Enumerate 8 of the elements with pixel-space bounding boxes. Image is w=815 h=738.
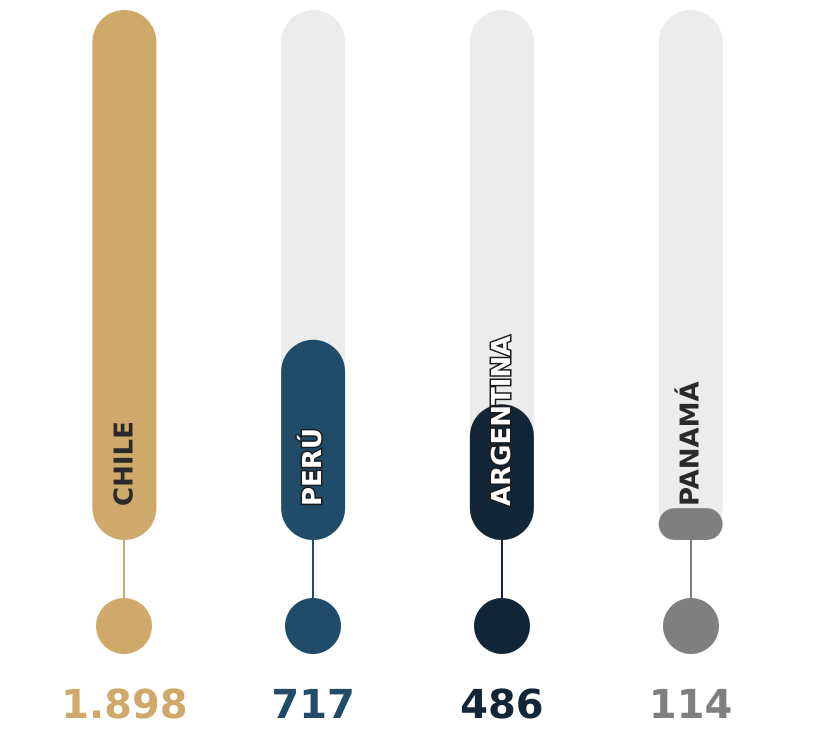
x-tick-label: ARGENTINA [486, 336, 517, 506]
x-tick-label: PERÚ [296, 428, 328, 506]
x-tick-label: CHILE [109, 421, 140, 506]
data-label: 717 [271, 682, 355, 728]
x-tick-label: PANAMÁ [674, 381, 706, 506]
data-label: 114 [648, 682, 732, 728]
data-label: 1.898 [61, 682, 188, 728]
data-label: 486 [460, 682, 544, 728]
